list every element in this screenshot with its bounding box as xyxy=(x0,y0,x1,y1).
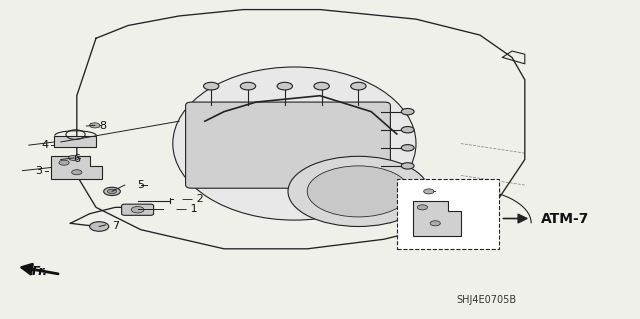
Ellipse shape xyxy=(288,156,429,226)
Text: 5: 5 xyxy=(138,180,145,190)
FancyBboxPatch shape xyxy=(122,204,154,215)
Circle shape xyxy=(424,189,434,194)
Circle shape xyxy=(90,123,100,128)
Circle shape xyxy=(241,82,256,90)
Circle shape xyxy=(277,82,292,90)
Circle shape xyxy=(90,222,109,231)
Polygon shape xyxy=(413,201,461,236)
Circle shape xyxy=(417,205,428,210)
Circle shape xyxy=(68,155,79,160)
Circle shape xyxy=(401,145,414,151)
Text: 4: 4 xyxy=(42,140,49,150)
Circle shape xyxy=(59,160,69,165)
Ellipse shape xyxy=(173,67,416,220)
Circle shape xyxy=(314,82,330,90)
Text: Fr.: Fr. xyxy=(31,265,48,278)
Circle shape xyxy=(72,170,82,175)
Text: — 2: — 2 xyxy=(182,194,204,204)
Text: 8: 8 xyxy=(99,121,106,131)
Text: 7: 7 xyxy=(112,221,119,232)
Polygon shape xyxy=(51,156,102,179)
Circle shape xyxy=(351,82,366,90)
Circle shape xyxy=(401,163,414,169)
Circle shape xyxy=(430,221,440,226)
Text: — 1: — 1 xyxy=(176,204,198,214)
Bar xyxy=(397,179,499,249)
Circle shape xyxy=(108,189,116,194)
Text: 6: 6 xyxy=(74,154,81,165)
Text: 3: 3 xyxy=(35,166,42,176)
Circle shape xyxy=(131,207,144,213)
FancyBboxPatch shape xyxy=(186,102,390,188)
Circle shape xyxy=(104,187,120,196)
Circle shape xyxy=(401,127,414,133)
Polygon shape xyxy=(54,136,96,147)
Ellipse shape xyxy=(307,166,410,217)
Circle shape xyxy=(401,108,414,115)
Text: SHJ4E0705B: SHJ4E0705B xyxy=(456,295,516,305)
Text: ATM-7: ATM-7 xyxy=(541,211,589,226)
Circle shape xyxy=(204,82,219,90)
